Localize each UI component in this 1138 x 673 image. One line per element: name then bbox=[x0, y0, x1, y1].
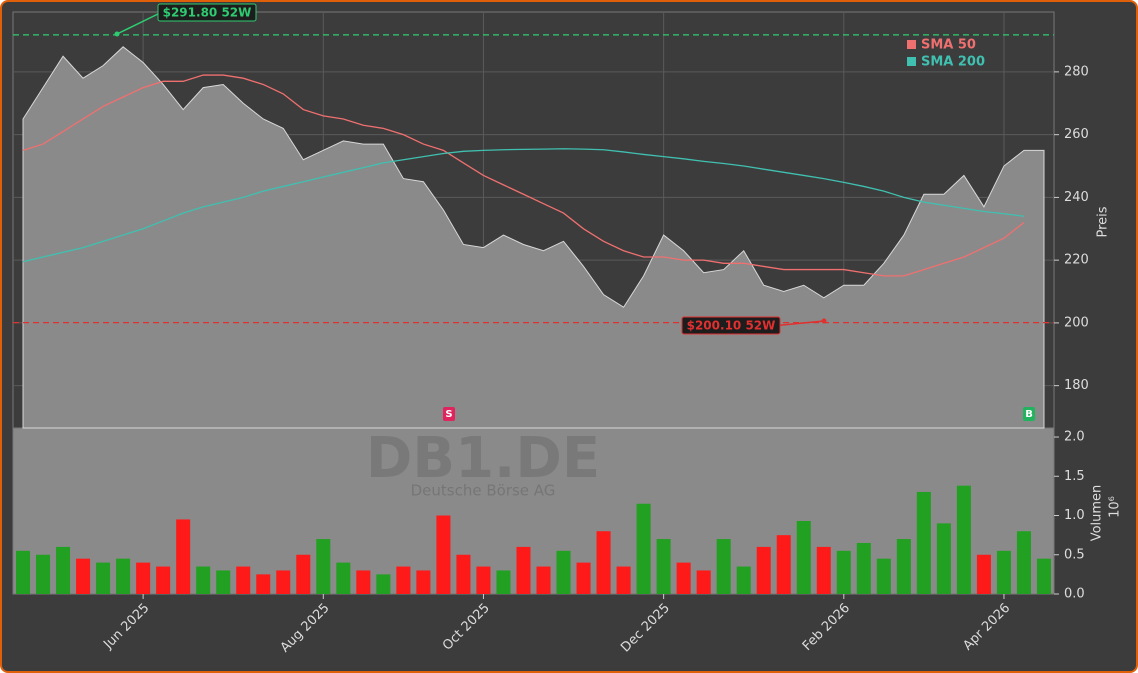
volume-bar bbox=[856, 542, 871, 594]
y-axis-label: Preis bbox=[1096, 206, 1111, 237]
price-area bbox=[22, 46, 1045, 429]
volume-bar bbox=[96, 562, 111, 594]
volume-bar bbox=[436, 515, 451, 594]
volume-bar bbox=[276, 570, 291, 594]
volume-bar bbox=[476, 566, 491, 594]
volume-bar bbox=[656, 539, 671, 594]
x-tick-label: Apr 2026 bbox=[960, 601, 1013, 654]
y-tick-label: 1.0 bbox=[1064, 508, 1085, 523]
volume-bar bbox=[636, 503, 651, 594]
arrow-head bbox=[821, 318, 827, 324]
y-tick-label: 260 bbox=[1064, 127, 1089, 142]
volume-bar bbox=[1016, 531, 1031, 594]
y-tick-label: 1.5 bbox=[1064, 469, 1085, 484]
sma-line bbox=[22, 148, 1025, 263]
volume-bar bbox=[756, 546, 771, 594]
volume-bar bbox=[456, 554, 471, 594]
signal-marker bbox=[1023, 407, 1035, 421]
legend-label: SMA 50 bbox=[921, 38, 976, 53]
volume-bar bbox=[236, 566, 251, 594]
y-tick-label: 240 bbox=[1064, 190, 1089, 205]
volume-bar bbox=[916, 491, 931, 594]
volume-bar bbox=[136, 562, 151, 594]
volume-bar bbox=[776, 535, 791, 594]
y-tick-label: 0.0 bbox=[1064, 587, 1085, 602]
signal-marker bbox=[443, 407, 455, 421]
volume-bar bbox=[296, 554, 311, 594]
volume-bar bbox=[256, 574, 271, 594]
x-tick-label: Aug 2025 bbox=[278, 601, 333, 656]
volume-bar bbox=[616, 566, 631, 594]
watermark-title: DB1.DE bbox=[366, 426, 600, 491]
volume-bar bbox=[556, 550, 571, 594]
volume-bar bbox=[696, 570, 711, 594]
volume-bar bbox=[996, 550, 1011, 594]
volume-bar bbox=[416, 570, 431, 594]
y-tick-label: 2.0 bbox=[1064, 430, 1085, 445]
arrow bbox=[116, 12, 161, 35]
volume-bar bbox=[376, 574, 391, 594]
volume-bar bbox=[56, 546, 71, 594]
arrow-head bbox=[114, 31, 120, 37]
volume-bar bbox=[536, 566, 551, 594]
legend-label: SMA 200 bbox=[921, 55, 985, 70]
annotation-box bbox=[681, 316, 781, 335]
volume-bar bbox=[816, 546, 831, 594]
volume-bar bbox=[336, 562, 351, 594]
y-tick-label: 200 bbox=[1064, 315, 1089, 330]
x-tick-label: Oct 2025 bbox=[440, 601, 493, 654]
volume-bar bbox=[356, 570, 371, 594]
volume-bar bbox=[116, 558, 131, 594]
annotation-label: $291.80 52W bbox=[163, 6, 252, 20]
volume-bar bbox=[836, 550, 851, 594]
volume-bar bbox=[896, 539, 911, 594]
y-axis-label: Volumen bbox=[1090, 485, 1105, 542]
legend-swatch bbox=[907, 57, 916, 66]
signal-label: B bbox=[1025, 409, 1033, 420]
x-tick-label: Jun 2025 bbox=[100, 601, 152, 653]
volume-bar bbox=[956, 485, 971, 594]
volume-bar bbox=[1036, 558, 1051, 594]
volume-bar bbox=[976, 554, 991, 594]
volume-bar bbox=[716, 539, 731, 594]
y-tick-label: 220 bbox=[1064, 253, 1089, 268]
volume-bar bbox=[36, 554, 51, 594]
volume-bar bbox=[76, 558, 91, 594]
sma-line bbox=[22, 74, 1025, 277]
signal-label: S bbox=[445, 409, 452, 420]
volume-bar bbox=[196, 566, 211, 594]
volume-bar bbox=[316, 539, 331, 594]
watermark-subtitle: Deutsche Börse AG bbox=[411, 482, 556, 500]
x-tick-label: Dec 2025 bbox=[618, 601, 673, 656]
volume-bar bbox=[396, 566, 411, 594]
volume-bar bbox=[676, 562, 691, 594]
arrow bbox=[771, 320, 825, 327]
volume-bar bbox=[596, 531, 611, 594]
y-tick-label: 180 bbox=[1064, 378, 1089, 393]
x-tick-label: Feb 2026 bbox=[800, 601, 853, 654]
y-axis-unit: 10⁶ bbox=[1108, 496, 1123, 518]
volume-bar bbox=[576, 562, 591, 594]
y-tick-label: 280 bbox=[1064, 64, 1089, 79]
volume-bar bbox=[516, 546, 531, 594]
legend-swatch bbox=[907, 40, 916, 49]
volume-bar bbox=[216, 570, 231, 594]
volume-bar bbox=[936, 523, 951, 594]
annotation-label: $200.10 52W bbox=[687, 319, 776, 333]
annotation-box bbox=[157, 3, 257, 22]
volume-bar bbox=[876, 558, 891, 594]
volume-bar bbox=[796, 521, 811, 594]
volume-bar bbox=[736, 566, 751, 594]
volume-bar bbox=[496, 570, 511, 594]
volume-bar bbox=[156, 566, 171, 594]
volume-bar bbox=[16, 550, 31, 594]
y-tick-label: 0.5 bbox=[1064, 547, 1085, 562]
volume-bar bbox=[176, 519, 191, 594]
